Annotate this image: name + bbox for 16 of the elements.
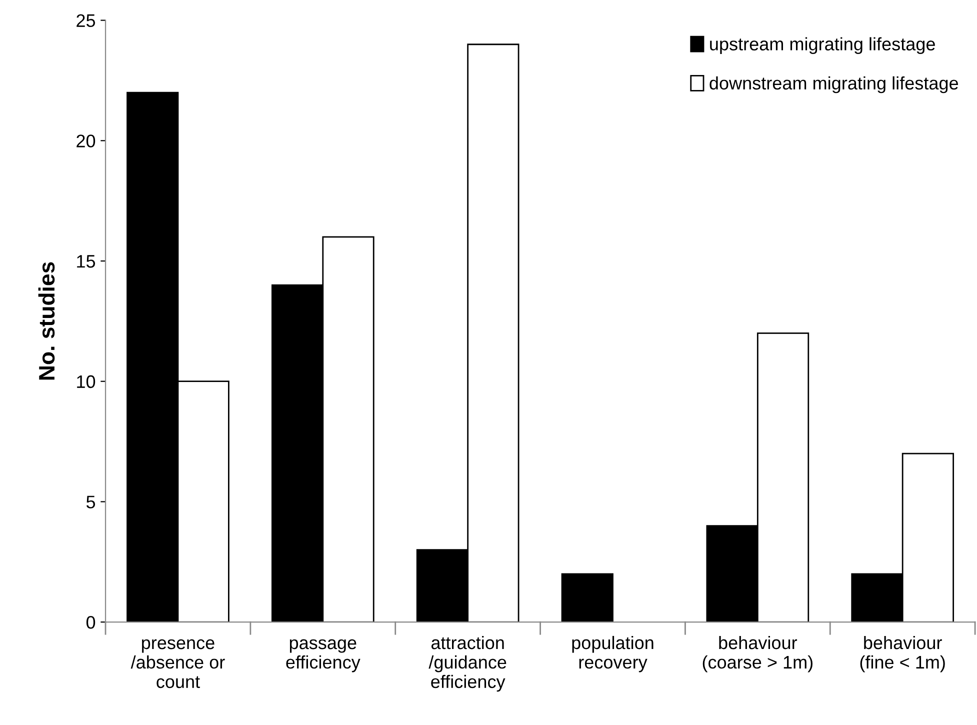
x-tick-label: behaviour (coarse > 1m) — [702, 636, 812, 672]
x-tick-label: presence /absence or count — [130, 639, 225, 688]
x-tick-label: attraction /guidance efficiency — [428, 636, 506, 692]
x-tick-label: passage efficiency — [286, 639, 360, 672]
x-tick-label: behaviour (fine < 1m) — [860, 636, 945, 672]
bar — [561, 573, 614, 622]
legend-label: upstream migrating lifestage — [710, 37, 935, 54]
y-tick-label: 20 — [76, 134, 96, 148]
legend-label: downstream migrating lifestage — [710, 76, 958, 94]
y-tick-label: 0 — [86, 616, 96, 629]
y-axis-title: No. studies — [38, 262, 55, 380]
y-tick-label: 15 — [77, 255, 96, 268]
y-tick-label: 25 — [76, 14, 96, 28]
x-tick-label: population recovery — [572, 636, 654, 672]
y-tick-label: 5 — [86, 496, 96, 508]
y-tick-label: 10 — [77, 375, 96, 388]
